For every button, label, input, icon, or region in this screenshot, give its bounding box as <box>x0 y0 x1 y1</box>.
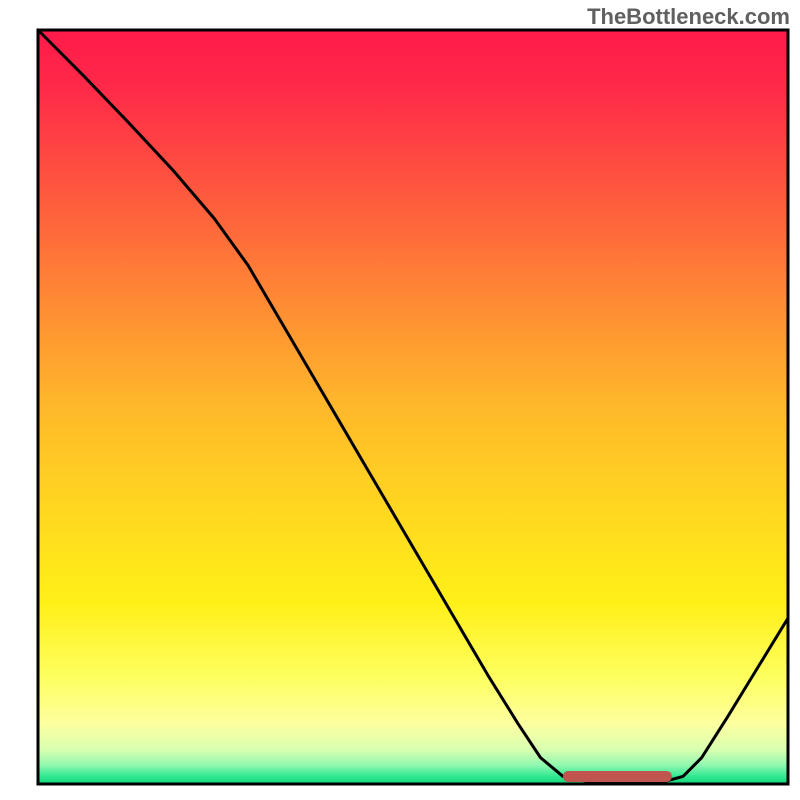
chart-background <box>38 30 788 784</box>
optimal-marker-bar <box>563 771 672 782</box>
bottleneck-chart <box>0 0 800 800</box>
attribution-text: TheBottleneck.com <box>587 4 790 30</box>
